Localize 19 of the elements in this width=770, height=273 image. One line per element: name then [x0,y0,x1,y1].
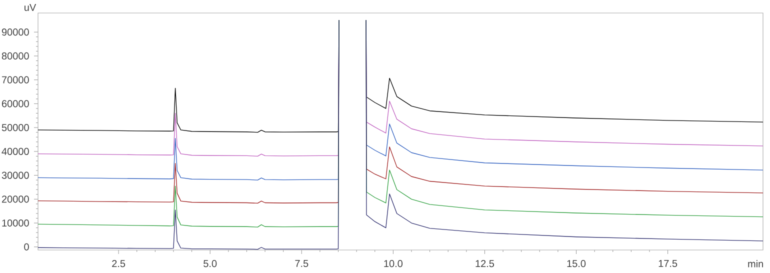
x-tick-label: 2.5 [112,260,126,268]
y-tick-label: 0 [24,243,29,250]
x-tick-label: 5.0 [204,260,217,268]
y-tick-label: 70000 [2,76,29,84]
x-tick-label: 15.0 [567,260,586,268]
x-tick-label: 12.5 [476,260,494,268]
y-tick-label: 10000 [2,219,29,227]
x-axis-title: min [748,260,763,268]
y-tick-label: 20000 [2,196,29,203]
y-tick-label: 80000 [2,52,29,60]
y-tick-label: 30000 [2,172,29,179]
y-tick-label: 40000 [2,148,29,155]
x-tick-label: 10.0 [384,260,403,268]
y-tick-label: 60000 [2,100,29,108]
y-tick-label: 50000 [2,124,29,132]
y-tick-label: 90000 [2,28,29,36]
x-tick-label: 17.5 [658,260,678,268]
x-tick-label: 7.5 [295,260,308,268]
y-axis-title: uV [24,4,36,11]
